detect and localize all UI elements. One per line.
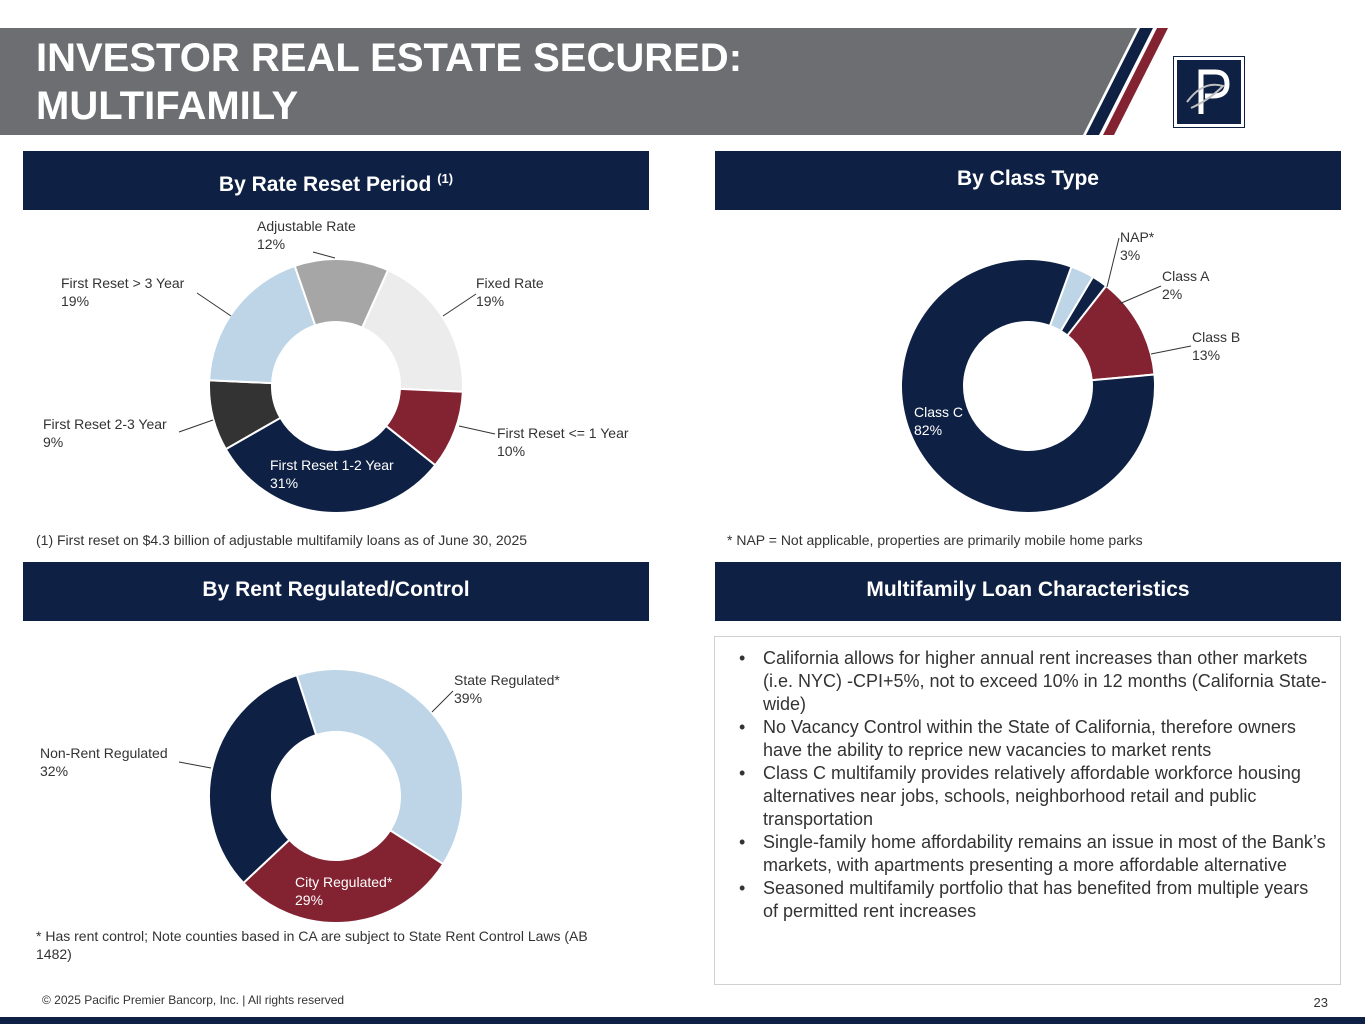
copyright-text: © 2025 Pacific Premier Bancorp, Inc. | A… [42,993,345,1007]
leader-line-class-a [1118,285,1162,305]
data-value-first-reset-1-2-year: 31% [270,475,298,491]
data-label-class-a: Class A [1162,268,1210,284]
leader-line-first-reset-3-year [196,292,232,317]
data-label-nap: NAP* [1120,229,1155,245]
list-item: • Class C multifamily provides relatively… [739,763,1301,829]
page-title-line1: INVESTOR REAL ESTATE SECURED: [36,36,743,80]
page-title-line2: MULTIFAMILY [36,84,299,128]
data-label-adjustable-rate: Adjustable Rate [257,218,356,234]
class-type-note: * NAP = Not applicable, properties are p… [727,532,1143,548]
data-value-first-reset-2-3-year: 9% [43,434,63,450]
class-type-header: By Class Type [715,151,1341,210]
leader-line-class-b [1150,345,1192,355]
data-value-class-a: 2% [1162,286,1182,302]
characteristics-box: • California allows for higher annual ren… [714,636,1341,985]
leader-line-first-reset-1-year [458,425,496,435]
rent-regulated-header: By Rent Regulated/Control [23,562,649,621]
list-item: • Single-family home affordability remain… [739,832,1326,875]
data-value-city-regulated: 29% [295,892,323,908]
rate-reset-donut-chart: Adjustable Rate 12% Fixed Rate 19% First Res… [43,218,629,514]
leader-line-non-rent-regulated [178,761,212,769]
leader-line-adjustable-rate [312,251,336,259]
data-label-state-regulated: State Regulated* [454,672,560,688]
data-label-first-reset-2-3-year: First Reset 2-3 Year [43,416,167,432]
donut-slices [208,258,464,514]
rent-regulated-donut-chart: State Regulated* 39% City Regulated* 29% Non… [40,668,560,924]
data-value-class-b: 13% [1192,347,1220,363]
list-item: • No Vacancy Control within the State of … [739,717,1296,760]
data-label-first-reset-3-year: First Reset > 3 Year [61,275,185,291]
data-label-non-rent-regulated: Non-Rent Regulated [40,745,168,761]
rent-regulated-note: * Has rent control; Note counties based … [36,928,588,962]
slice-state-regulated [295,668,464,866]
data-label-city-regulated: City Regulated* [295,874,393,890]
slice-non-rent-regulated [208,673,318,885]
data-label-first-reset-1-2-year: First Reset 1-2 Year [270,457,394,473]
leader-line-fixed-rate [442,293,477,317]
list-item-text: California allows for higher annual rent… [763,648,1327,714]
data-label-class-b: Class B [1192,329,1240,345]
list-item-text: No Vacancy Control within the State of C… [763,717,1296,760]
list-item-text: Seasoned multifamily portfolio that has … [763,878,1309,921]
bottom-bar [0,1017,1365,1024]
class-type-title: By Class Type [956,167,1099,190]
data-value-nap: 3% [1120,247,1140,263]
slice-class-c [900,258,1156,514]
characteristics-title: Multifamily Loan Characteristics [866,578,1190,601]
list-item: • California allows for higher annual ren… [739,648,1327,714]
page-number: 23 [1313,995,1328,1010]
rent-regulated-title: By Rent Regulated/Control [202,578,470,601]
data-value-state-regulated: 39% [454,690,482,706]
data-value-non-rent-regulated: 32% [40,763,68,779]
data-label-first-reset-1-year: First Reset <= 1 Year [497,425,629,441]
class-type-donut-chart: NAP* 3% Class A 2% Class B 13% Class C 82% [900,229,1240,514]
rate-reset-note: (1) First reset on $4.3 billion of adjus… [36,532,528,548]
leader-line-state-regulated [431,690,454,713]
rate-reset-header: By Rate Reset Period (1) [23,151,649,210]
slice-fixed-rate [360,268,464,393]
title-band [0,28,1168,135]
data-value-fixed-rate: 19% [476,293,504,309]
data-label-class-c: Class C [914,404,963,420]
characteristics-header: Multifamily Loan Characteristics [715,562,1341,621]
list-item: • Seasoned multifamily portfolio that has… [739,878,1309,921]
leader-line-nap [1106,237,1120,288]
page-title: INVESTOR REAL ESTATE SECURED: MULTIFAMIL… [36,34,1036,130]
data-value-adjustable-rate: 12% [257,236,285,252]
data-label-fixed-rate: Fixed Rate [476,275,544,291]
slice-first-reset-3-year [208,264,317,385]
characteristics-list: • California allows for higher annual ren… [715,637,1340,923]
leader-line-first-reset-2-3-year [178,419,214,433]
list-item-text: Class C multifamily provides relatively … [763,763,1301,829]
company-logo [1173,56,1245,128]
list-item-text: Single-family home affordability remains… [763,832,1326,875]
data-value-first-reset-1-year: 10% [497,443,525,459]
donut-slices [900,258,1156,514]
donut-slices [208,668,464,924]
rate-reset-title: By Rate Reset Period [218,173,432,196]
slice-city-regulated [242,828,445,924]
rate-reset-footnote-mark: (1) [437,171,454,186]
data-value-class-c: 82% [914,422,942,438]
slice-first-reset-1-2-year [224,416,437,514]
data-value-first-reset-3-year: 19% [61,293,89,309]
